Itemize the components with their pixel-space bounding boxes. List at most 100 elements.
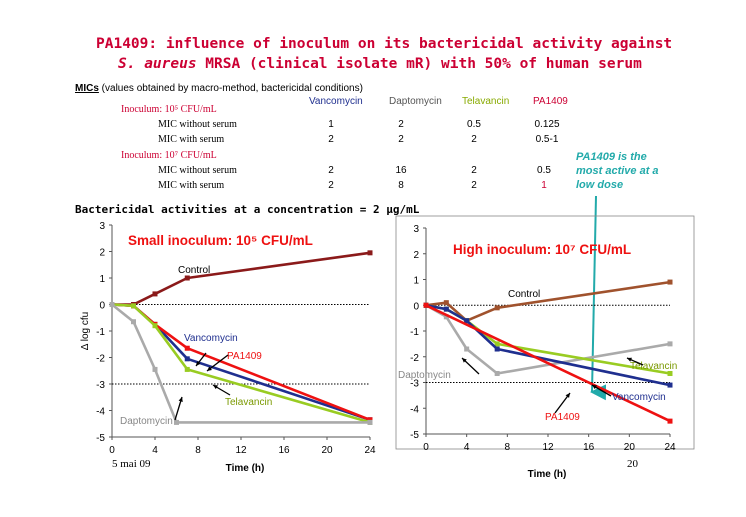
data-point-pa1409 bbox=[184, 345, 190, 351]
footer-page-number: 20 bbox=[627, 458, 638, 470]
mic-cell: 2 bbox=[328, 134, 334, 145]
series-line-control bbox=[425, 280, 671, 322]
series-label-telavancin: Telavancin bbox=[225, 397, 272, 408]
mic-table-title: MICs (values obtained by macro-method, b… bbox=[75, 83, 363, 94]
y-tick-label: -5 bbox=[96, 433, 105, 444]
footer-date: 5 mai 09 bbox=[112, 458, 151, 470]
slide-title-line1: PA1409: influence of inoculum on its bac… bbox=[96, 36, 673, 52]
data-point-vancomycin bbox=[494, 346, 500, 352]
data-point-vancomycin bbox=[184, 356, 190, 362]
mic-row-label: MIC without serum bbox=[158, 165, 237, 176]
y-tick-label: -4 bbox=[96, 407, 105, 418]
label-pointer-head bbox=[178, 397, 183, 402]
mic-subtitle: (values obtained by macro-method, bacter… bbox=[98, 83, 363, 94]
species-name: S. aureus bbox=[118, 56, 197, 72]
data-point-pa1409 bbox=[367, 417, 373, 423]
mic-cell: 0.5 bbox=[467, 119, 481, 130]
mic-row-label: MIC with serum bbox=[158, 134, 225, 145]
y-tick-label: -1 bbox=[96, 327, 105, 338]
col-daptomycin: Daptomycin bbox=[389, 96, 442, 107]
data-point-vancomycin bbox=[464, 318, 470, 324]
data-point-daptomycin bbox=[109, 302, 115, 307]
data-point-daptomycin bbox=[152, 366, 158, 372]
data-point-telavancin bbox=[667, 370, 673, 376]
series-label-daptomycin: Daptomycin bbox=[398, 370, 451, 381]
mic-cell: 2 bbox=[328, 180, 334, 191]
data-point-control bbox=[494, 305, 500, 311]
data-point-daptomycin bbox=[464, 346, 470, 352]
mic-cell: 0.5-1 bbox=[535, 134, 559, 145]
series-label-control: Control bbox=[178, 265, 210, 276]
mic-label: MICs bbox=[75, 83, 99, 94]
data-point-daptomycin bbox=[131, 319, 136, 325]
y-tick-label: 1 bbox=[99, 274, 105, 285]
x-tick-label: 0 bbox=[109, 445, 115, 456]
mic-row-label: MIC with serum bbox=[158, 180, 225, 191]
series-label-control: Control bbox=[508, 289, 540, 300]
x-axis-label: Time (h) bbox=[226, 463, 265, 474]
label-pointer-head bbox=[196, 361, 201, 366]
data-point-control bbox=[367, 250, 373, 256]
data-point-vancomycin bbox=[443, 306, 449, 312]
x-tick-label: 12 bbox=[235, 445, 247, 456]
x-tick-label: 8 bbox=[195, 445, 201, 456]
y-tick-label: 3 bbox=[99, 221, 105, 232]
y-tick-label: -5 bbox=[410, 430, 419, 441]
mic-cell: 2 bbox=[328, 165, 334, 176]
mic-cell: 2 bbox=[471, 165, 477, 176]
x-tick-label: 24 bbox=[364, 445, 376, 456]
series-label-vancomycin: Vancomycin bbox=[612, 392, 666, 403]
series-label-pa1409: PA1409 bbox=[227, 351, 262, 362]
mic-cell: 2 bbox=[398, 119, 404, 130]
data-point-telavancin bbox=[131, 303, 136, 309]
series-line-pa1409 bbox=[425, 304, 671, 423]
inoculum-low-label: Inoculum: 10⁵ CFU/mL bbox=[121, 104, 217, 115]
mic-cell: 1 bbox=[328, 119, 334, 130]
label-pointer-head bbox=[213, 385, 218, 390]
x-tick-label: 20 bbox=[624, 442, 636, 453]
data-point-pa1409 bbox=[423, 302, 429, 308]
data-point-control bbox=[152, 291, 158, 297]
data-point-telavancin bbox=[494, 341, 500, 347]
mic-cell: 0.125 bbox=[534, 119, 560, 130]
mic-cell: 16 bbox=[395, 165, 407, 176]
mic-row-label: MIC without serum bbox=[158, 119, 237, 130]
x-tick-label: 8 bbox=[505, 442, 511, 453]
series-line-vancomycin bbox=[425, 304, 671, 387]
label-pointer-head bbox=[627, 357, 632, 362]
chart-small-inoculum: 3 2 1 0 -1 -2 -3 -4 -5 0 4 8 12 16 20 24 Control Vancomyc… bbox=[80, 221, 376, 474]
pa1409-note: PA1409 is the most active at a low dose bbox=[576, 151, 659, 191]
series-label-daptomycin: Daptomycin bbox=[120, 416, 173, 427]
mic-cell: 8 bbox=[398, 180, 404, 191]
y-tick-label: -2 bbox=[410, 353, 419, 364]
mic-cell: 2 bbox=[471, 180, 477, 191]
mic-cell-highlight: 1 bbox=[541, 180, 547, 191]
series-label-pa1409: PA1409 bbox=[545, 412, 580, 423]
label-pointer-head bbox=[592, 385, 597, 390]
data-point-control bbox=[184, 275, 190, 281]
mic-cell: 2 bbox=[398, 134, 404, 145]
chart-title: High inoculum: 10⁷ CFU/mL bbox=[453, 242, 631, 257]
x-tick-label: 20 bbox=[321, 445, 333, 456]
slide-title-line2: S. aureus MRSA (clinical isolate mR) wit… bbox=[118, 56, 642, 72]
slide-title-line2-rest: MRSA (clinical isolate mR) with 50% of h… bbox=[196, 56, 642, 72]
chart-high-inoculum: 3 2 1 0 -1 -2 -3 -4 -5 0 4 8 12 16 20 24 Control Daptomyc… bbox=[395, 215, 695, 480]
inoculum-high-label: Inoculum: 10⁷ CFU/mL bbox=[121, 150, 217, 161]
x-tick-label: 4 bbox=[152, 445, 158, 456]
series-label-vancomycin: Vancomycin bbox=[184, 333, 238, 344]
label-pointer-head bbox=[462, 358, 467, 363]
y-tick-label: 3 bbox=[413, 224, 419, 235]
mic-cell: 2 bbox=[471, 134, 477, 145]
data-point-telavancin bbox=[184, 366, 190, 372]
data-point-daptomycin bbox=[174, 419, 179, 425]
col-telavancin: Telavancin bbox=[462, 96, 510, 107]
data-point-vancomycin bbox=[667, 382, 673, 388]
y-tick-label: 2 bbox=[99, 248, 105, 259]
x-axis-label: Time (h) bbox=[528, 469, 567, 480]
y-tick-label: -2 bbox=[96, 354, 105, 365]
y-tick-label: 2 bbox=[413, 250, 419, 261]
x-tick-label: 16 bbox=[278, 445, 290, 456]
mic-cell: 0.5 bbox=[537, 165, 551, 176]
label-pointer-head bbox=[207, 366, 212, 371]
x-tick-label: 12 bbox=[542, 442, 554, 453]
